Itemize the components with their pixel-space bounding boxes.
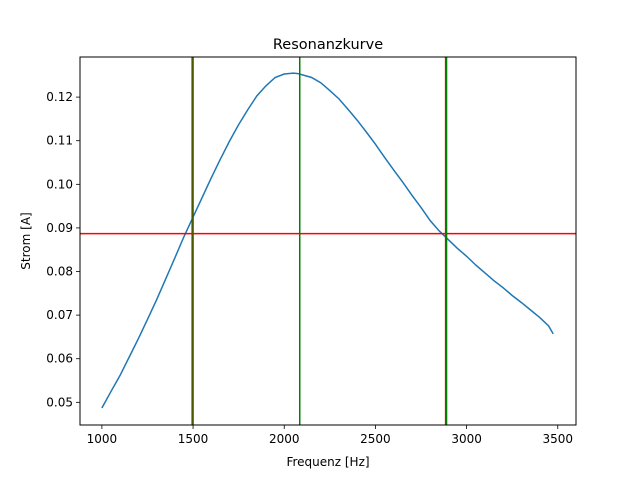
x-tick-label: 3500 xyxy=(542,432,573,446)
y-tick-label: 0.08 xyxy=(46,265,73,279)
y-axis: 0.05 0.06 0.07 0.08 0.09 0.10 0.11 0.12 xyxy=(46,90,80,409)
y-tick-label: 0.10 xyxy=(46,177,73,191)
x-tick-label: 2000 xyxy=(269,432,300,446)
y-tick-label: 0.06 xyxy=(46,352,73,366)
x-tick-label: 3000 xyxy=(451,432,482,446)
x-axis: 1000 1500 2000 2500 3000 3500 xyxy=(87,425,573,446)
chart-title: Resonanzkurve xyxy=(273,37,383,53)
y-tick-label: 0.09 xyxy=(46,221,73,235)
x-tick-label: 1500 xyxy=(178,432,209,446)
y-tick-label: 0.07 xyxy=(46,308,73,322)
y-axis-label: Strom [A] xyxy=(19,212,33,269)
y-tick-label: 0.12 xyxy=(46,90,73,104)
plot-content xyxy=(80,57,576,425)
y-tick-label: 0.05 xyxy=(46,395,73,409)
y-tick-label: 0.11 xyxy=(46,134,73,148)
plot-frame xyxy=(79,56,577,426)
x-tick-label: 2500 xyxy=(360,432,391,446)
x-tick-label: 1000 xyxy=(87,432,118,446)
plot-area xyxy=(80,57,576,425)
x-axis-label: Frequenz [Hz] xyxy=(286,455,369,469)
series-line-0 xyxy=(101,72,554,409)
